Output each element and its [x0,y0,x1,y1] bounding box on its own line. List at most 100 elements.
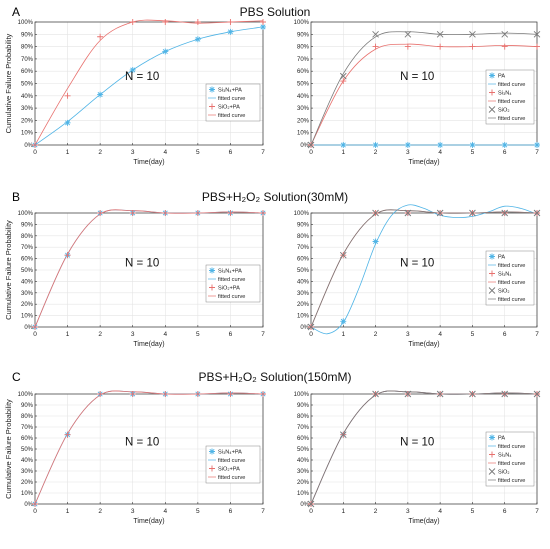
y-tick-label: 40% [21,94,34,100]
x-tick-label: 6 [229,149,233,156]
x-tick-label: 6 [229,331,233,338]
y-tick-label: 30% [21,469,34,475]
x-tick-label: 5 [471,331,475,338]
x-tick-label: 3 [131,331,135,338]
panel-letter-a: A [12,5,21,19]
y-tick-label: 70% [21,57,34,63]
x-axis-label: Time(day) [133,159,164,166]
x-axis-label: Time(day) [133,341,164,348]
data-point [533,209,541,217]
data-point [372,30,379,38]
x-tick-label: 3 [406,149,410,156]
y-tick-label: 10% [297,314,310,320]
y-tick-label: 0% [300,325,309,331]
data-point [469,209,476,217]
fitted-curve [34,19,264,146]
data-point [32,142,38,148]
data-point [372,390,379,398]
y-tick-label: 20% [297,118,310,124]
y-tick-label: 0% [24,143,33,149]
data-point [469,390,476,398]
x-tick-label: 4 [163,149,167,156]
legend-label: PA [498,436,505,442]
legend-marker [209,267,215,274]
data-point [32,324,38,330]
data-point [260,23,266,30]
x-tick-label: 2 [374,508,378,515]
x-tick-label: 4 [438,149,442,156]
y-tick-label: 70% [297,57,310,63]
fitted-curve [310,31,538,146]
data-point [437,142,444,148]
x-tick-label: 7 [261,149,265,156]
data-point [436,209,444,217]
data-point [307,141,315,149]
y-tick-label: 10% [297,131,310,137]
data-point [260,210,266,216]
data-point [64,431,71,438]
legend-label: SiO₂ [498,470,510,476]
legend-label: fitted curve [218,277,245,283]
legend-marker [488,468,496,475]
data-point [64,252,71,259]
legend-label: fitted curve [218,475,245,481]
fitted-curve [310,204,538,335]
legend-label: fitted curve [218,113,245,119]
legend-marker [489,451,495,458]
y-tick-label: 0% [300,502,309,508]
data-point [162,210,169,216]
data-point [260,19,266,25]
y-tick-label: 60% [297,69,310,75]
y-tick-label: 60% [297,257,310,263]
sample-size-annotation: N = 10 [400,258,434,270]
y-tick-label: 90% [21,32,34,38]
legend-label: Si₃N₄+PA [218,88,242,94]
legend-marker [489,72,495,79]
data-point [64,119,71,126]
row-title-c: PBS+H₂O₂ Solution(150mM) [198,370,352,384]
y-tick-label: 90% [297,32,310,38]
data-point [339,72,347,80]
data-point [227,19,234,25]
legend-label: fitted curve [498,461,525,467]
data-point [194,19,201,25]
data-point [307,500,315,508]
y-tick-label: 70% [297,245,310,251]
data-point [97,91,104,98]
y-tick-label: 70% [297,425,310,431]
legend-label: PA [498,255,505,261]
x-tick-label: 1 [341,149,345,156]
y-tick-label: 90% [21,222,34,228]
legend-label: Si₃N₄+PA [218,450,242,456]
data-point [469,142,476,148]
legend-marker [489,270,495,277]
data-point [501,30,509,38]
x-tick-label: 2 [98,508,102,515]
legend-label: fitted curve [218,458,245,464]
data-point [501,142,508,148]
data-point [534,43,540,50]
y-tick-label: 30% [297,469,310,475]
data-point [533,390,541,398]
y-tick-label: 80% [21,45,34,51]
x-tick-label: 4 [438,508,442,515]
x-tick-label: 5 [196,331,200,338]
legend-marker [209,448,215,455]
chart-A-left: 0% 10% 20% 30% 40% 50% 60% 70% 80% 90% 100% 0 1 2 3 4 5 6… [4,19,266,166]
y-tick-label: 70% [21,245,34,251]
data-point [372,43,379,50]
x-tick-label: 0 [309,331,313,338]
y-tick-label: 50% [21,82,34,88]
y-tick-label: 40% [297,279,310,285]
data-point [129,19,136,25]
panel-letter-c: C [12,370,21,384]
x-tick-label: 1 [66,508,70,515]
y-axis-label: Cumulative Failure Probability [4,33,13,133]
legend-label: fitted curve [498,297,525,303]
x-tick-label: 3 [406,508,410,515]
legend-label: fitted curve [498,116,525,122]
x-tick-label: 3 [131,149,135,156]
data-point [437,43,444,50]
data-point [340,318,347,325]
y-tick-label: 50% [21,447,34,453]
